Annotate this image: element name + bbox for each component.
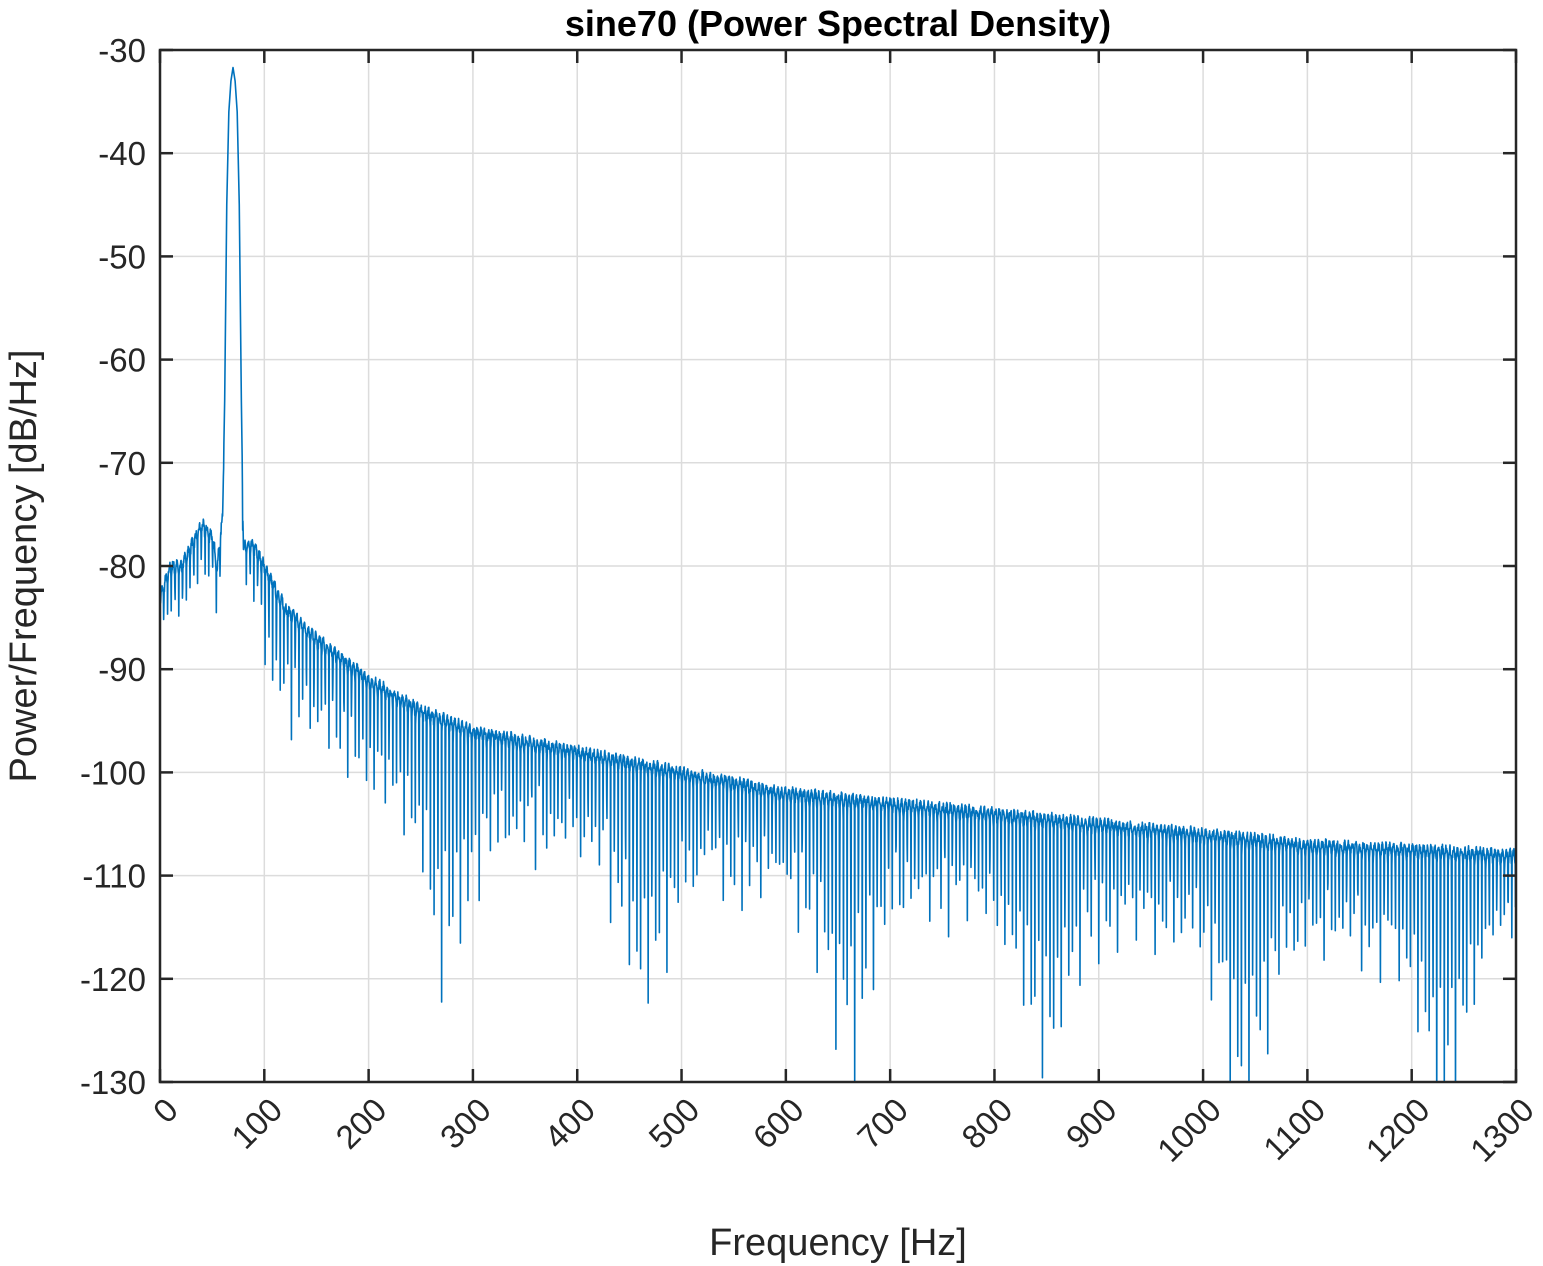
grid-lines [160,50,1516,1082]
y-tick-label: -50 [98,238,146,275]
psd-series-line [160,66,1516,1082]
data-series-group [160,66,1516,1082]
y-tick-label: -100 [80,754,146,791]
y-tick-label: -120 [80,961,146,998]
y-axis-label: Power/Frequency [dB/Hz] [3,350,45,783]
y-tick-label: -40 [98,135,146,172]
y-tick-labels: -30 -40 -50 -60 -70 -80 -90 -100 -110 -120 -130 [80,32,146,1101]
y-tick-label: -130 [80,1064,146,1101]
chart-title: sine70 (Power Spectral Density) [565,3,1111,44]
y-tick-label: -90 [98,651,146,688]
x-axis-label: Frequency [Hz] [709,1222,967,1264]
y-tick-label: -30 [98,32,146,69]
y-tick-label: -110 [82,858,146,895]
y-tick-label: -60 [98,342,146,379]
y-tick-label: -80 [98,548,146,585]
axis-ticks [158,48,1518,1084]
y-tick-label: -70 [98,445,146,482]
